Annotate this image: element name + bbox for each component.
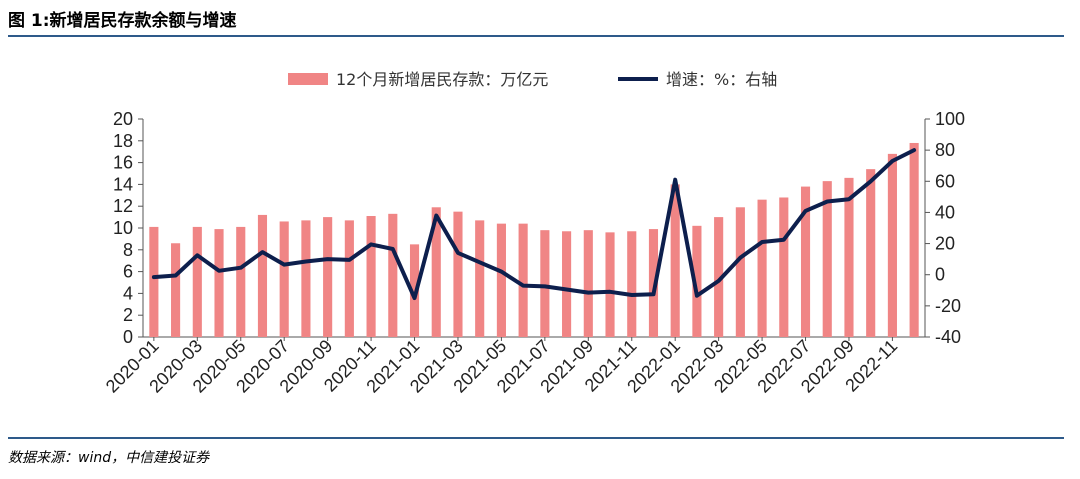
bar (323, 217, 333, 337)
bar (366, 216, 376, 337)
left-tick-label: 6 (123, 262, 133, 282)
bar (388, 213, 398, 337)
left-tick-label: 14 (113, 174, 133, 194)
bar (648, 229, 659, 337)
left-tick-label: 20 (113, 109, 133, 129)
bar (453, 211, 463, 337)
bottom-rule (8, 437, 1064, 439)
growth-line (151, 148, 917, 301)
bar-series (149, 142, 919, 337)
right-tick-label: 60 (935, 171, 955, 191)
left-tick-label: 12 (113, 196, 133, 216)
bar (236, 226, 246, 337)
bar (518, 223, 528, 337)
left-tick-label: 16 (113, 153, 133, 173)
legend-line-label: 增速：%：右轴 (666, 70, 777, 89)
right-tick-label: 0 (935, 265, 945, 285)
bar (257, 214, 268, 337)
bar (800, 186, 811, 337)
figure-title: 图 1:新增居民存款余额与增速 (8, 11, 237, 31)
legend: 12个月新增居民存款：万亿元 增速：%：右轴 (288, 70, 777, 89)
right-tick-label: -40 (935, 327, 961, 347)
bar (496, 223, 506, 337)
bar (692, 225, 702, 337)
left-tick-label: 8 (123, 240, 133, 260)
bar (779, 197, 789, 337)
left-tick-label: 0 (123, 327, 133, 347)
right-tick-label: 100 (935, 109, 965, 129)
left-tick-label: 2 (123, 305, 133, 325)
bar (192, 226, 202, 337)
legend-bar-label: 12个月新增居民存款：万亿元 (336, 70, 548, 89)
right-tick-label: 80 (935, 140, 955, 160)
legend-bar-swatch (288, 73, 328, 85)
bar (301, 220, 311, 337)
bar (605, 232, 615, 337)
bar (431, 207, 441, 337)
left-tick-label: 18 (113, 131, 133, 151)
axes (138, 118, 930, 341)
bar (344, 220, 354, 337)
bar (627, 231, 637, 337)
bar (887, 153, 897, 337)
line-series (151, 148, 917, 301)
bar (475, 220, 485, 337)
bar (540, 230, 550, 337)
bar (562, 231, 572, 337)
bar (844, 177, 854, 337)
right-tick-label: -20 (935, 296, 961, 316)
bar (171, 243, 181, 337)
bar (822, 181, 832, 337)
bar (735, 207, 745, 337)
left-tick-label: 10 (113, 218, 133, 238)
bar (214, 229, 224, 337)
source-note: 数据来源：wind，中信建投证券 (8, 450, 210, 466)
bar (909, 142, 919, 337)
right-tick-label: 20 (935, 234, 955, 254)
bar (757, 199, 767, 337)
bar (149, 226, 159, 337)
bar (670, 184, 680, 337)
left-tick-label: 4 (123, 283, 133, 303)
bar (583, 230, 593, 337)
top-rule (8, 35, 1064, 37)
bar (279, 221, 289, 337)
bar (714, 217, 724, 337)
tick-labels: 02468101214161820-40-200204060801002020-… (102, 109, 965, 397)
right-tick-label: 40 (935, 202, 955, 222)
bar (866, 169, 876, 337)
